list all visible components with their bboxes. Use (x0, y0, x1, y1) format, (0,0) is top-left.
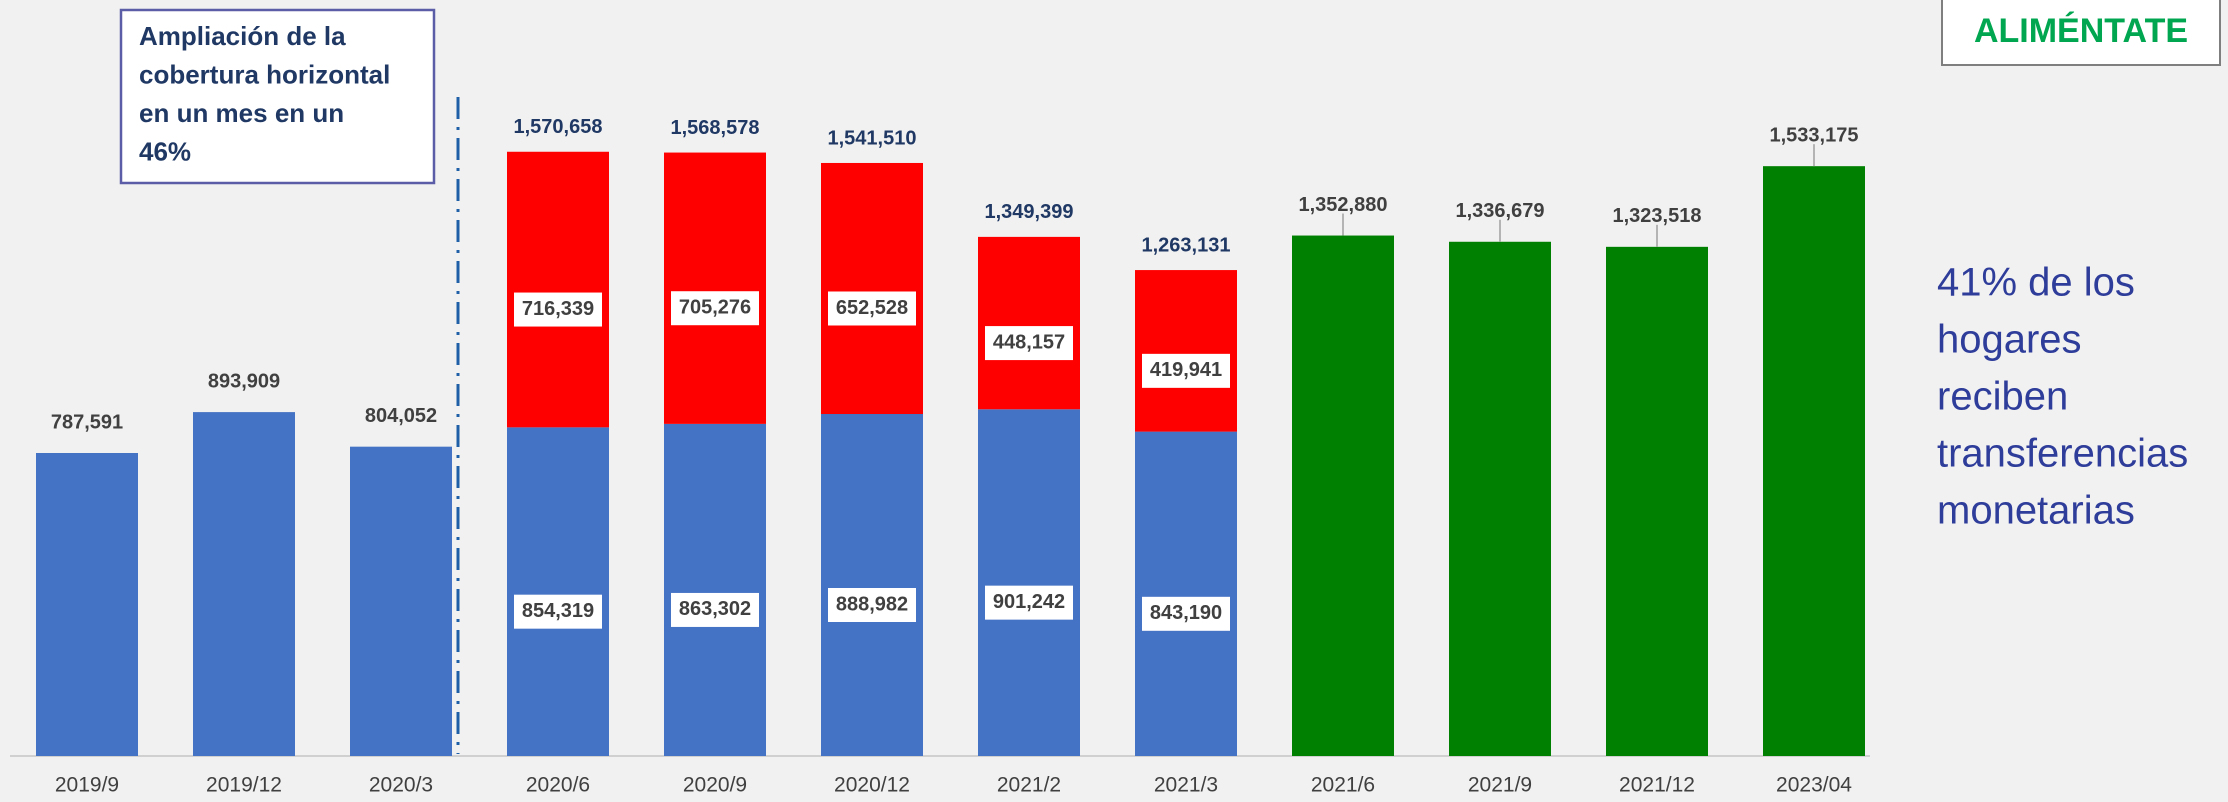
bar-segment (1292, 235, 1394, 756)
value-label: 804,052 (365, 405, 437, 427)
logo: ALIMÉNTATE (1974, 12, 2188, 50)
label-bg (985, 585, 1073, 620)
bar-segment (507, 151, 609, 428)
bar-segment (1449, 241, 1551, 756)
value-label: 854,319 (522, 600, 594, 622)
label-bg (514, 594, 602, 629)
bar-segment (978, 409, 1080, 756)
side-note: reciben (1937, 375, 2068, 419)
value-label: 652,528 (836, 297, 908, 319)
x-tick-label: 2023/04 (1776, 774, 1852, 797)
total-label: 1,349,399 (985, 201, 1074, 223)
annotation-text: 46% (139, 136, 191, 166)
value-label: 716,339 (522, 298, 594, 320)
side-note: monetarias (1937, 489, 2135, 533)
value-label: 901,242 (993, 591, 1065, 613)
x-tick-label: 2020/9 (683, 774, 747, 797)
value-label: 888,982 (836, 593, 908, 615)
label-bg (1142, 353, 1230, 388)
bar-segment (1135, 270, 1237, 432)
value-label: 448,157 (993, 331, 1065, 353)
x-tick-label: 2021/9 (1468, 774, 1532, 797)
annotation-text: Ampliación de la (139, 21, 346, 51)
bar-segment (1763, 166, 1865, 756)
total-label: 1,570,658 (514, 116, 603, 138)
x-tick-label: 2020/12 (834, 774, 910, 797)
value-label: 705,276 (679, 297, 751, 319)
side-note: hogares (1937, 318, 2082, 362)
label-bg (514, 292, 602, 327)
total-label: 1,541,510 (828, 127, 917, 149)
x-tick-label: 2021/3 (1154, 774, 1218, 797)
bar-segment (1606, 246, 1708, 756)
value-label: 419,941 (1150, 359, 1222, 381)
x-tick-label: 2021/12 (1619, 774, 1695, 797)
value-label: 893,909 (208, 370, 280, 392)
label-bg (671, 291, 759, 326)
bar-segment (821, 162, 923, 415)
x-tick-label: 2019/12 (206, 774, 282, 797)
value-label: 1,533,175 (1770, 124, 1859, 146)
bar-segment (664, 423, 766, 756)
bar-segment (507, 427, 609, 756)
side-note: transferencias (1937, 432, 2188, 476)
bar-segment (1135, 431, 1237, 756)
value-label: 787,591 (51, 411, 123, 433)
label-bg (671, 592, 759, 627)
value-label: 1,323,518 (1613, 205, 1702, 227)
total-label: 1,263,131 (1142, 234, 1231, 256)
label-bg (828, 588, 916, 623)
label-bg (828, 291, 916, 326)
annotation-box (119, 8, 436, 185)
x-tick-label: 2019/9 (55, 774, 119, 797)
x-tick-label: 2020/3 (369, 774, 433, 797)
label-bg (985, 326, 1073, 361)
bar-segment (350, 446, 452, 756)
bar-segment (36, 453, 138, 756)
x-tick-label: 2020/6 (526, 774, 590, 797)
side-note: 41% de los (1937, 261, 2135, 305)
x-tick-label: 2021/2 (997, 774, 1061, 797)
x-tick-label: 2021/6 (1311, 774, 1375, 797)
annotation-text: cobertura horizontal (139, 59, 390, 89)
bar-segment (821, 414, 923, 756)
value-label: 1,336,679 (1456, 200, 1545, 222)
bar-segment (978, 236, 1080, 410)
label-bg (1142, 596, 1230, 631)
total-label: 1,568,578 (671, 117, 760, 139)
bar-segment (664, 152, 766, 424)
annotation-text: en un mes en un (139, 98, 344, 128)
value-label: 1,352,880 (1299, 194, 1388, 216)
value-label: 843,190 (1150, 602, 1222, 624)
bar-segment (193, 412, 295, 756)
logo-box (1941, 0, 2221, 66)
value-label: 863,302 (679, 598, 751, 620)
